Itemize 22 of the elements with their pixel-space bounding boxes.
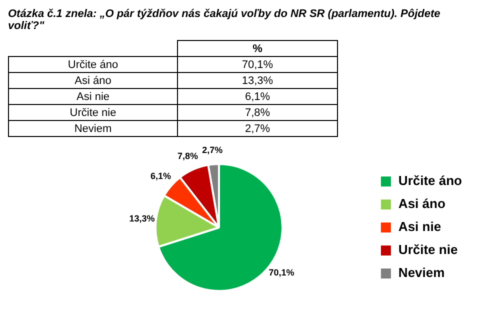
- category-label: Určite nie: [70, 106, 116, 118]
- category-label: Určite áno: [68, 58, 118, 70]
- text: %: [178, 40, 338, 56]
- category-label: Asi nie: [76, 90, 110, 102]
- legend-label: Neviem: [398, 265, 445, 280]
- data-label: 2,7%: [202, 144, 223, 155]
- text: 70,1%: [242, 58, 274, 70]
- chart-title: Otázka č.1 znela: „O pár týždňov nás čakajú voľby do NR SR (parlamentu). Pôjdete voliť?": [8, 8, 442, 32]
- data-label: 6,1%: [150, 170, 171, 181]
- category-label: Neviem: [74, 122, 112, 134]
- category-label: Asi áno: [74, 74, 112, 86]
- data-label: 70,1%: [268, 268, 294, 278]
- text: 2,7%: [244, 122, 270, 134]
- data-label: 7,8%: [177, 151, 198, 162]
- text: 7,8%: [244, 106, 270, 118]
- legend-label: Asi nie: [398, 219, 442, 234]
- legend-label: Určite áno: [398, 173, 462, 188]
- text: 6,1%: [244, 90, 270, 102]
- legend-label: Asi áno: [398, 196, 446, 212]
- text: 13,3%: [242, 74, 274, 86]
- data-label: 13,3%: [129, 213, 155, 224]
- legend-label: Určite nie: [398, 242, 458, 258]
